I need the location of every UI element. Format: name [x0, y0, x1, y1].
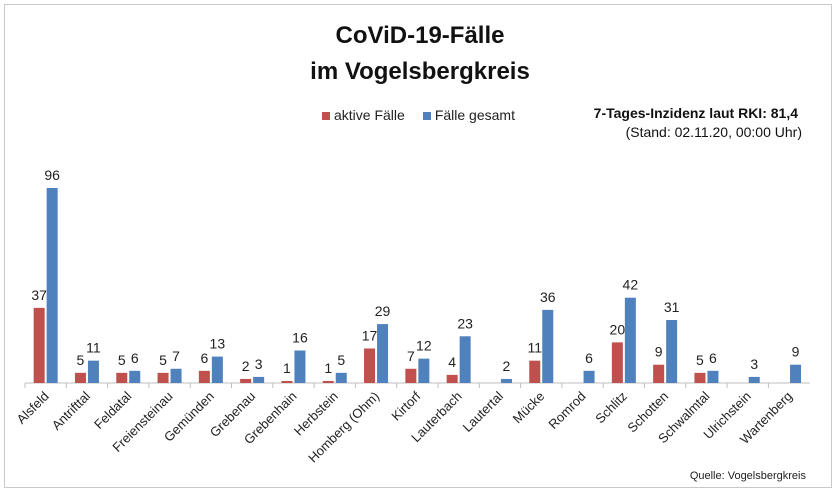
bar-total	[87, 360, 99, 383]
x-tick-label: Antrifttal	[49, 388, 93, 432]
data-label-total: 11	[86, 340, 101, 356]
bar-total	[583, 370, 595, 383]
data-label-total: 23	[457, 315, 473, 331]
data-label-total: 36	[540, 289, 556, 305]
bar-total	[170, 368, 182, 383]
data-label-total: 12	[416, 338, 432, 354]
data-label-total: 6	[709, 350, 717, 366]
data-label-active: 9	[655, 344, 663, 360]
data-label-total: 16	[292, 330, 308, 346]
bar-active	[198, 370, 210, 383]
bar-total	[500, 378, 512, 383]
bar-total	[624, 297, 636, 383]
chart-subtitle: im Vogelsbergkreis	[310, 58, 530, 85]
legend-swatch-total	[422, 112, 431, 120]
data-label-total: 2	[503, 358, 511, 374]
data-label-total: 9	[792, 344, 800, 360]
data-label-total: 29	[375, 303, 391, 319]
data-label-active: 1	[324, 360, 332, 376]
bar-total	[542, 309, 554, 383]
source-annotation: Quelle: Vogelsbergkreis	[689, 470, 806, 482]
incidence-annotation: 7-Tages-Inzidenz laut RKI: 81,4	[593, 105, 798, 121]
bar-total	[253, 376, 265, 383]
legend-swatch-active	[322, 112, 330, 120]
bar-total	[666, 320, 678, 383]
bar-active	[653, 364, 665, 383]
data-label-total: 6	[585, 350, 593, 366]
legend-label-total: Fälle gesamt	[434, 107, 515, 123]
bar-active	[611, 342, 623, 383]
data-label-total: 3	[255, 356, 263, 372]
date-annotation: (Stand: 02.11.20, 00:00 Uhr)	[625, 124, 802, 140]
chart-frame	[4, 4, 832, 488]
data-label-total: 13	[210, 336, 226, 352]
bar-total	[335, 372, 347, 383]
data-label-active: 7	[407, 348, 415, 364]
data-label-active: 5	[77, 352, 85, 368]
x-tick-label: Homberg (Ohm)	[305, 389, 382, 466]
data-label-active: 4	[448, 354, 456, 370]
x-tick-label: Kirtorf	[388, 388, 423, 423]
bar-active	[116, 372, 128, 383]
bar-total	[790, 364, 802, 383]
data-label-total: 7	[172, 348, 180, 364]
data-label-active: 37	[31, 287, 47, 303]
data-label-active: 2	[242, 358, 250, 374]
x-tick-label: Schlitz	[592, 389, 630, 427]
data-label-total: 5	[337, 352, 345, 368]
bar-total	[459, 336, 471, 383]
bar-total	[46, 188, 58, 383]
data-label-active: 17	[362, 327, 378, 343]
bar-total	[129, 370, 141, 383]
x-tick-label: Lautertal	[460, 388, 506, 434]
bar-active	[322, 380, 334, 383]
data-label-active: 5	[159, 352, 167, 368]
data-label-active: 1	[283, 360, 291, 376]
bar-active	[694, 372, 706, 383]
bar-total	[211, 356, 223, 383]
data-label-active: 5	[118, 352, 126, 368]
chart-title: CoViD-19-Fälle	[335, 22, 505, 49]
data-label-total: 3	[750, 356, 758, 372]
legend-item-total: Fälle gesamt	[422, 107, 515, 123]
bar-active	[529, 360, 541, 383]
x-tick-label: Alsfeld	[14, 389, 52, 427]
legend: aktive Fälle Fälle gesamt	[322, 107, 515, 123]
data-label-active: 11	[527, 340, 542, 356]
data-label-total: 31	[664, 299, 680, 315]
bar-total	[377, 324, 389, 383]
x-tick-label: Mücke	[510, 389, 548, 427]
data-label-active: 6	[200, 350, 208, 366]
data-label-total: 96	[44, 167, 60, 183]
bar-active	[74, 372, 86, 383]
legend-item-active: aktive Fälle	[322, 107, 405, 123]
bar-active	[281, 380, 293, 383]
data-label-active: 20	[610, 321, 626, 337]
bar-active	[446, 374, 458, 383]
x-tick-label: Romrod	[545, 389, 588, 432]
bar-active	[240, 378, 252, 383]
bar-active	[405, 368, 417, 383]
data-label-total: 6	[131, 350, 139, 366]
data-label-active: 5	[696, 352, 704, 368]
legend-label-active: aktive Fälle	[334, 107, 405, 123]
bar-total	[418, 358, 430, 383]
bar-active	[364, 348, 376, 383]
bar-active	[33, 307, 45, 383]
bar-total	[707, 370, 719, 383]
bar-total	[294, 350, 306, 383]
data-label-total: 42	[623, 277, 639, 293]
bar-active	[157, 372, 169, 383]
bar-total	[748, 376, 760, 383]
